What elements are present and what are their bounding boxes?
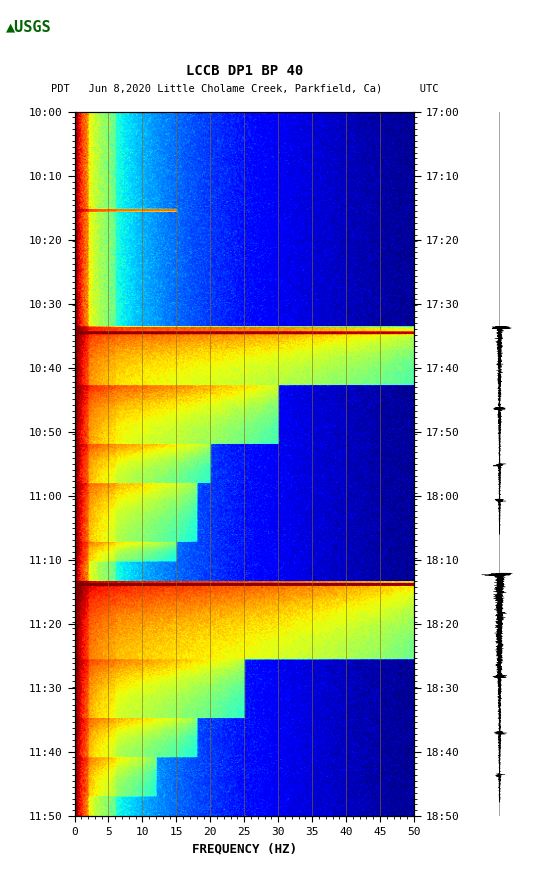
- X-axis label: FREQUENCY (HZ): FREQUENCY (HZ): [192, 842, 297, 855]
- Text: ▲USGS: ▲USGS: [6, 20, 51, 34]
- Text: LCCB DP1 BP 40: LCCB DP1 BP 40: [185, 64, 303, 78]
- Text: PDT   Jun 8,2020 Little Cholame Creek, Parkfield, Ca)      UTC: PDT Jun 8,2020 Little Cholame Creek, Par…: [51, 83, 438, 94]
